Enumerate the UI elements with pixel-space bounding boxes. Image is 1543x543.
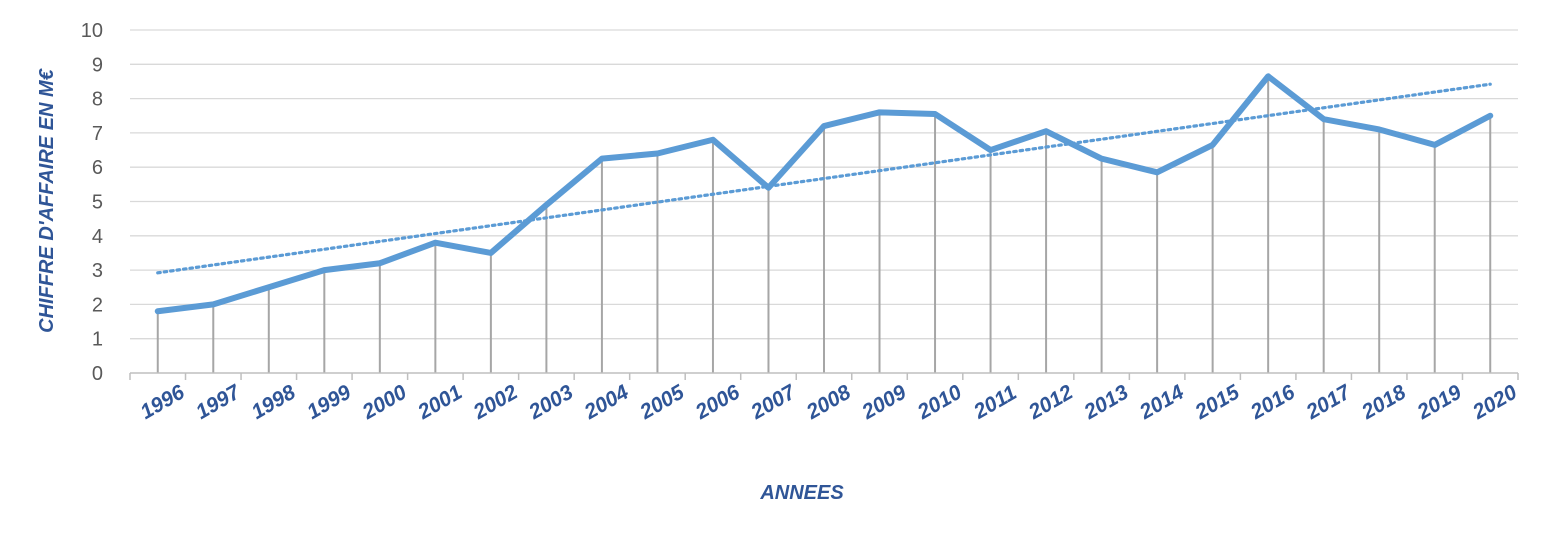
y-tick-label: 1 (92, 329, 103, 351)
y-tick-label: 10 (81, 20, 103, 42)
series (154, 73, 1494, 315)
x-tick-label: 1996 (137, 381, 189, 424)
x-tick-label: 2017 (1302, 380, 1356, 424)
x-tick-label: 2007 (746, 380, 800, 424)
y-tick-label: 3 (92, 260, 103, 282)
x-tick-label: 2011 (969, 381, 1020, 424)
x-tick-label: 2002 (469, 381, 522, 425)
x-axis-title: ANNEES (759, 482, 844, 504)
y-tick-label: 8 (92, 89, 103, 111)
x-tick-label: 2010 (913, 381, 966, 425)
drop-lines (156, 76, 1492, 373)
x-tick-label: 2015 (1191, 381, 1244, 425)
y-tick-label: 9 (92, 54, 103, 76)
x-tick-label: 2001 (413, 381, 466, 425)
trendline (156, 82, 1492, 275)
x-tick-label: 2006 (691, 381, 744, 425)
y-tick-label: 4 (92, 226, 103, 248)
y-tick-label: 2 (92, 294, 103, 316)
x-tick-label: 2008 (802, 381, 855, 425)
y-tick-label: 5 (92, 192, 103, 214)
x-tick-label: 2014 (1135, 381, 1188, 425)
y-axis-tick-labels: 0 1 2 3 4 5 6 7 8 9 10 (81, 20, 103, 385)
x-tick-label: 2020 (1468, 381, 1521, 425)
x-tick-label: 2016 (1246, 381, 1299, 425)
x-tick-label: 2004 (580, 381, 633, 425)
y-tick-label: 7 (92, 123, 103, 145)
axes (129, 372, 1519, 380)
x-tick-label: 2005 (635, 381, 688, 425)
y-tick-label: 6 (92, 157, 103, 179)
x-tick-label: 2012 (1024, 381, 1077, 425)
x-axis-tick-labels: 1996 1997 1998 1999 2000 2001 2002 2003 2004 2005… (137, 380, 1522, 424)
x-tick-label: 1997 (192, 380, 245, 424)
x-tick-label: 2003 (524, 381, 577, 425)
x-tick-label: 2013 (1080, 381, 1133, 425)
x-tick-label: 2000 (358, 381, 411, 425)
y-axis-title: CHIFFRE D'AFFAIRE EN M€ (36, 68, 58, 333)
y-tick-label: 0 (92, 363, 103, 385)
x-tick-label: 1999 (303, 381, 355, 424)
x-tick-label: 2019 (1413, 381, 1466, 425)
x-tick-label: 1998 (248, 381, 300, 424)
x-tick-label: 2018 (1357, 381, 1410, 425)
x-tick-label: 2009 (857, 381, 910, 425)
